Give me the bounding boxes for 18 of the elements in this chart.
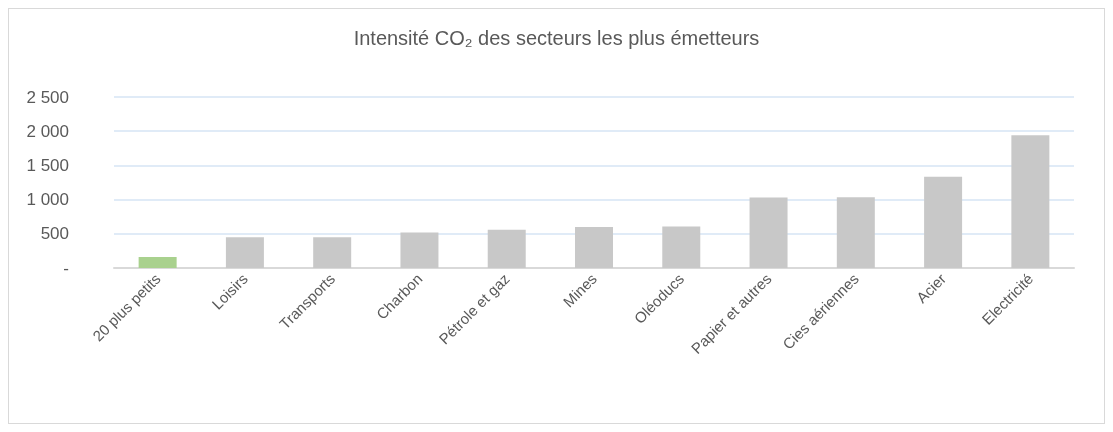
y-tick-label: 2 000	[26, 121, 69, 141]
bar	[225, 237, 264, 268]
y-tick-label: 2 500	[26, 87, 69, 107]
bar	[400, 232, 439, 268]
bar	[487, 229, 526, 268]
y-tick-label: 1 500	[26, 155, 69, 175]
bar	[575, 226, 613, 268]
bar	[749, 197, 788, 268]
bar	[836, 197, 875, 268]
bar	[662, 226, 701, 268]
y-tick-label: 1 000	[26, 190, 69, 210]
y-tick-label: -	[63, 258, 69, 278]
bar	[924, 176, 963, 268]
y-tick-label: 500	[40, 224, 69, 244]
bar	[313, 237, 352, 268]
chart-title: Intensité CO₂ des secteurs les plus émetteurs	[353, 27, 760, 49]
bar	[1011, 135, 1050, 268]
bar	[138, 257, 177, 268]
